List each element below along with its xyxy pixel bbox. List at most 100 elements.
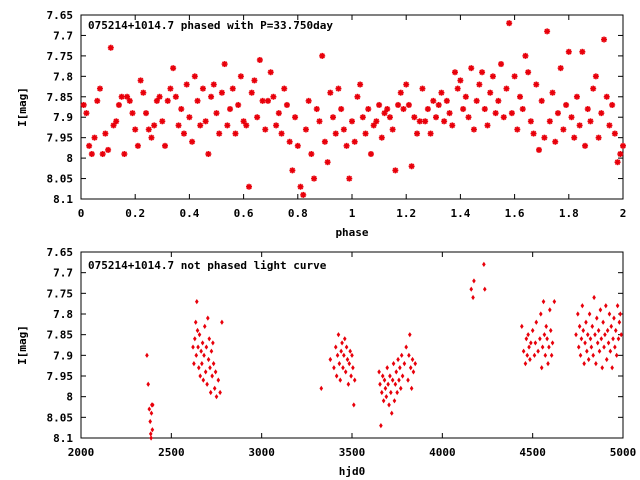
data-point	[202, 352, 206, 358]
data-point	[134, 142, 141, 149]
data-point	[563, 101, 570, 108]
data-point	[598, 110, 605, 117]
data-point	[378, 134, 385, 141]
data-point	[148, 418, 152, 425]
data-point	[150, 427, 155, 433]
data-point	[454, 85, 461, 92]
data-point	[586, 356, 591, 363]
data-point	[172, 93, 179, 100]
data-point	[542, 332, 547, 338]
data-point	[583, 340, 587, 346]
data-point	[121, 151, 128, 158]
data-point	[411, 114, 418, 121]
y-tick-label: 8.05	[47, 411, 74, 424]
data-point	[514, 126, 521, 133]
data-point	[339, 348, 343, 354]
data-point	[403, 81, 410, 88]
data-point	[593, 332, 597, 338]
data-point	[248, 89, 255, 96]
data-point	[156, 93, 163, 100]
x-tick-label: 1.6	[505, 207, 525, 220]
data-point	[346, 381, 351, 387]
data-point	[479, 69, 486, 76]
data-point	[591, 352, 595, 358]
data-point	[159, 118, 166, 125]
data-point	[256, 56, 263, 63]
y-tick-label: 7.9	[53, 111, 73, 124]
data-point	[396, 356, 400, 363]
data-point	[511, 73, 518, 80]
y-tick-label: 7.65	[47, 246, 74, 259]
data-point	[408, 163, 415, 170]
data-point	[600, 365, 605, 371]
data-point	[584, 319, 588, 325]
data-point	[581, 327, 586, 334]
data-point	[617, 151, 624, 158]
data-point	[330, 114, 337, 121]
data-point	[525, 69, 532, 76]
data-point	[533, 340, 538, 346]
points-layer	[145, 261, 623, 441]
data-point	[539, 365, 544, 371]
data-point	[105, 146, 112, 153]
data-point	[385, 365, 390, 371]
data-point	[540, 344, 545, 350]
data-point	[99, 151, 106, 158]
data-point	[183, 81, 190, 88]
data-point	[594, 361, 598, 367]
data-point	[574, 332, 578, 338]
data-point	[520, 323, 524, 329]
data-point	[545, 336, 549, 342]
data-point	[552, 299, 557, 305]
data-point	[94, 97, 101, 104]
y-tick-label: 8.05	[47, 173, 74, 186]
x-tick-label: 0.8	[288, 207, 308, 220]
data-point	[482, 261, 486, 267]
data-point	[124, 93, 131, 100]
data-point	[547, 344, 551, 350]
y-axis-label: I[mag]	[16, 87, 29, 127]
data-point	[316, 118, 323, 125]
data-point	[492, 110, 499, 117]
data-point	[606, 340, 611, 346]
data-point	[609, 101, 616, 108]
data-point	[342, 352, 346, 358]
data-point	[538, 336, 542, 342]
data-point	[175, 122, 182, 129]
data-point	[137, 77, 144, 84]
data-point	[210, 81, 217, 88]
chart-title: 075214+1014.7 not phased light curve	[88, 259, 327, 272]
data-point	[568, 114, 575, 121]
data-point	[191, 73, 198, 80]
ticks-layer: 0 0.2 0.4 0.6 0.8 1 1.2 1.4 1.6 1.8 2 7.65 7.7 7.75 7.…	[47, 9, 627, 220]
data-point	[523, 361, 528, 367]
data-point	[386, 114, 393, 121]
data-point	[384, 106, 391, 113]
data-point	[262, 126, 269, 133]
data-point	[384, 394, 389, 400]
data-point	[110, 122, 117, 129]
data-point	[620, 142, 626, 149]
data-point	[359, 114, 366, 121]
data-point	[350, 352, 354, 358]
x-tick-label: 1	[349, 207, 356, 220]
data-point	[587, 311, 592, 317]
data-point	[162, 142, 169, 149]
data-point	[383, 385, 388, 391]
data-point	[409, 385, 414, 391]
data-point	[286, 138, 293, 145]
data-point	[506, 20, 513, 27]
data-point	[143, 110, 150, 117]
data-point	[202, 323, 207, 329]
data-point	[373, 118, 380, 125]
data-point	[167, 85, 174, 92]
data-point	[189, 138, 196, 145]
data-point	[386, 381, 390, 387]
data-point	[592, 294, 596, 301]
data-point	[468, 65, 475, 72]
data-point	[585, 348, 589, 354]
data-point	[319, 52, 326, 59]
data-point	[198, 373, 203, 379]
data-point	[601, 319, 605, 325]
data-point	[151, 122, 158, 129]
